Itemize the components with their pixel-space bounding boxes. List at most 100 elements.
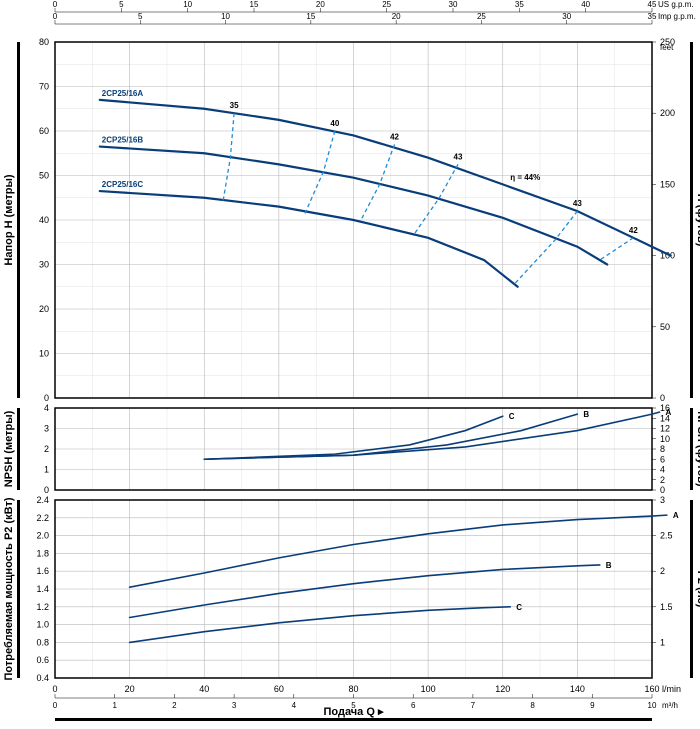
svg-text:2CP25/16A: 2CP25/16A xyxy=(102,89,144,98)
head-curve-A xyxy=(100,100,671,256)
svg-text:3: 3 xyxy=(232,701,237,710)
svg-text:40: 40 xyxy=(199,684,209,694)
svg-text:40: 40 xyxy=(39,215,49,225)
svg-text:15: 15 xyxy=(250,0,259,9)
svg-text:20: 20 xyxy=(125,684,135,694)
svg-text:1.8: 1.8 xyxy=(36,548,49,558)
svg-text:120: 120 xyxy=(495,684,510,694)
svg-text:2.2: 2.2 xyxy=(36,513,49,523)
svg-text:0: 0 xyxy=(52,684,57,694)
svg-text:2: 2 xyxy=(660,475,665,485)
svg-text:H (футов): H (футов) xyxy=(695,194,700,247)
svg-text:1.2: 1.2 xyxy=(36,602,49,612)
svg-text:30: 30 xyxy=(39,260,49,270)
svg-text:43: 43 xyxy=(454,152,463,161)
svg-text:Imp g.p.m.: Imp g.p.m. xyxy=(658,12,696,21)
svg-text:35: 35 xyxy=(515,0,524,9)
svg-text:50: 50 xyxy=(39,171,49,181)
svg-text:4: 4 xyxy=(660,465,665,475)
svg-text:l/min: l/min xyxy=(662,684,681,694)
svg-text:0: 0 xyxy=(53,701,58,710)
svg-text:35: 35 xyxy=(230,101,239,110)
svg-text:5: 5 xyxy=(119,0,124,9)
svg-text:20: 20 xyxy=(316,0,325,9)
svg-text:NPSH (футов): NPSH (футов) xyxy=(695,411,700,487)
npsh-curve-A xyxy=(204,412,659,459)
svg-text:4: 4 xyxy=(44,403,49,413)
svg-text:25: 25 xyxy=(477,12,486,21)
svg-text:2.4: 2.4 xyxy=(36,495,49,505)
iso-eff-43 xyxy=(514,211,577,284)
iso-eff-42 xyxy=(361,144,395,220)
svg-text:0: 0 xyxy=(44,485,49,495)
svg-text:25: 25 xyxy=(382,0,391,9)
svg-text:A: A xyxy=(673,511,679,520)
svg-text:feet: feet xyxy=(660,43,674,52)
svg-text:B: B xyxy=(583,410,589,419)
svg-text:P2 (лс): P2 (лс) xyxy=(695,571,700,608)
iso-eff-42 xyxy=(600,238,634,260)
svg-text:60: 60 xyxy=(39,126,49,136)
svg-text:1.4: 1.4 xyxy=(36,584,49,594)
svg-text:12: 12 xyxy=(660,424,670,434)
svg-text:1.6: 1.6 xyxy=(36,566,49,576)
svg-text:1: 1 xyxy=(112,701,117,710)
svg-text:60: 60 xyxy=(274,684,284,694)
svg-text:2CP25/16B: 2CP25/16B xyxy=(102,136,144,145)
svg-text:1.0: 1.0 xyxy=(36,620,49,630)
svg-text:10: 10 xyxy=(660,434,670,444)
pump-performance-chart: 051015202530354045US g.p.m.0510152025303… xyxy=(0,0,700,729)
svg-text:100: 100 xyxy=(421,684,436,694)
svg-text:6: 6 xyxy=(660,454,665,464)
svg-text:NPSH (метры): NPSH (метры) xyxy=(3,410,15,487)
svg-text:150: 150 xyxy=(660,179,675,189)
svg-text:1: 1 xyxy=(44,465,49,475)
svg-text:8: 8 xyxy=(530,701,535,710)
svg-text:8: 8 xyxy=(660,444,665,454)
p2-curve-A xyxy=(130,515,667,587)
svg-text:1: 1 xyxy=(660,637,665,647)
svg-text:C: C xyxy=(509,412,515,421)
svg-text:η = 44%: η = 44% xyxy=(510,173,540,182)
svg-text:5: 5 xyxy=(138,12,143,21)
svg-text:9: 9 xyxy=(590,701,595,710)
x-axis-label: Подача Q ▸ xyxy=(323,706,383,718)
svg-text:10: 10 xyxy=(221,12,230,21)
svg-text:0.6: 0.6 xyxy=(36,655,49,665)
svg-text:160: 160 xyxy=(644,684,659,694)
svg-text:20: 20 xyxy=(392,12,401,21)
svg-text:80: 80 xyxy=(39,37,49,47)
svg-text:40: 40 xyxy=(330,119,339,128)
svg-text:10: 10 xyxy=(183,0,192,9)
svg-text:0.8: 0.8 xyxy=(36,637,49,647)
svg-text:70: 70 xyxy=(39,82,49,92)
svg-text:50: 50 xyxy=(660,322,670,332)
svg-text:m³/h: m³/h xyxy=(662,701,678,710)
svg-text:45: 45 xyxy=(648,0,657,9)
svg-text:2: 2 xyxy=(44,444,49,454)
svg-text:C: C xyxy=(516,603,522,612)
svg-text:0: 0 xyxy=(53,0,58,9)
svg-text:30: 30 xyxy=(562,12,571,21)
svg-text:0.4: 0.4 xyxy=(36,673,49,683)
svg-text:1.5: 1.5 xyxy=(660,602,673,612)
svg-text:0: 0 xyxy=(660,393,665,403)
svg-text:140: 140 xyxy=(570,684,585,694)
svg-text:20: 20 xyxy=(39,304,49,314)
p2-curve-B xyxy=(130,565,600,618)
svg-text:10: 10 xyxy=(39,349,49,359)
svg-text:42: 42 xyxy=(390,132,399,141)
svg-text:3: 3 xyxy=(44,424,49,434)
svg-text:35: 35 xyxy=(648,12,657,21)
svg-text:0: 0 xyxy=(53,12,58,21)
svg-text:6: 6 xyxy=(411,701,416,710)
svg-text:2CP25/16C: 2CP25/16C xyxy=(102,180,144,189)
svg-text:15: 15 xyxy=(306,12,315,21)
svg-text:US g.p.m.: US g.p.m. xyxy=(658,0,694,9)
svg-text:80: 80 xyxy=(348,684,358,694)
svg-text:0: 0 xyxy=(44,393,49,403)
svg-text:B: B xyxy=(606,561,612,570)
svg-text:4: 4 xyxy=(292,701,297,710)
svg-text:200: 200 xyxy=(660,108,675,118)
iso-eff-43 xyxy=(413,164,458,235)
